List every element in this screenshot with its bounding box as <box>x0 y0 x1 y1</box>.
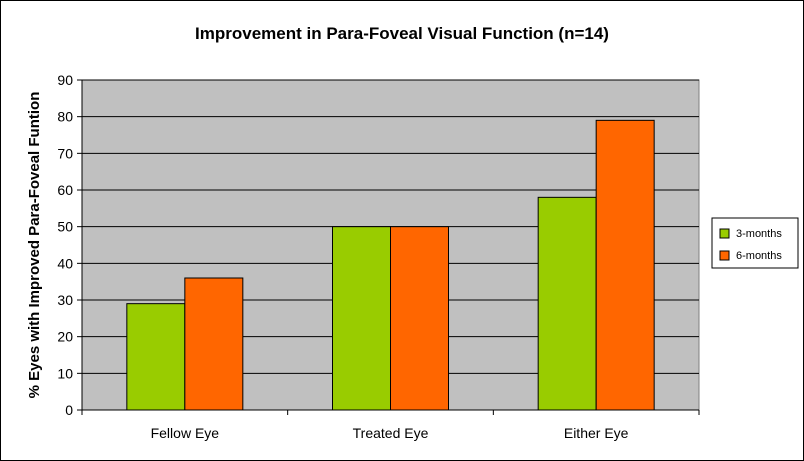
bar-treated-eye-3-months <box>332 226 391 411</box>
y-tick-label-60: 60 <box>57 182 73 198</box>
bar-either-eye-6-months <box>595 119 655 411</box>
y-tick-label-20: 20 <box>57 329 73 345</box>
axes: 0 10 20 30 40 50 60 70 80 90 Fellow Eye Treated Eye… <box>57 72 700 441</box>
y-tick-label-50: 50 <box>57 219 73 235</box>
y-tick-label-30: 30 <box>57 292 73 308</box>
x-tick-label-either-eye: Either Eye <box>564 425 629 441</box>
bar-treated-eye-6-months <box>390 226 449 411</box>
y-axis-label: % Eyes with Improved Para-Foveal Funtion <box>26 92 43 399</box>
y-tick-label-40: 40 <box>57 255 73 271</box>
y-tick-label-70: 70 <box>57 145 73 161</box>
bar-fellow-eye-3-months <box>126 303 186 411</box>
x-tick-label-treated-eye: Treated Eye <box>353 425 429 441</box>
x-tick-label-fellow-eye: Fellow Eye <box>151 425 220 441</box>
bar-either-eye-3-months <box>537 196 597 411</box>
legend-label-6-months: 6-months <box>736 250 782 262</box>
bar-fellow-eye-6-months <box>184 277 244 411</box>
legend-swatch-6-months <box>719 250 730 261</box>
y-tick-label-0: 0 <box>65 402 73 418</box>
y-tick-label-80: 80 <box>57 109 73 125</box>
bars <box>126 119 655 411</box>
chart-title: Improvement in Para-Foveal Visual Functi… <box>195 24 609 43</box>
y-tick-label-90: 90 <box>57 72 73 88</box>
y-tick-label-10: 10 <box>57 365 73 381</box>
legend-swatch-3-months <box>719 228 730 239</box>
legend-label-3-months: 3-months <box>736 228 782 240</box>
legend: 3-months 6-months <box>711 217 799 269</box>
